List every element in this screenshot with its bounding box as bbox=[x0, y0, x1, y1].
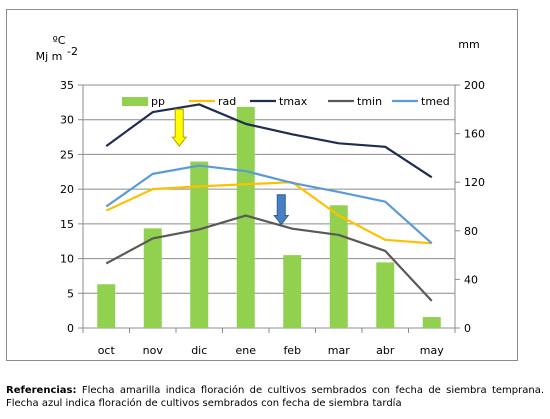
bar-pp bbox=[190, 161, 209, 328]
y-left-tick-label: 10 bbox=[60, 253, 74, 266]
figure-caption: Referencias: Flecha amarilla indica flor… bbox=[6, 384, 544, 410]
y-right-tick-label: 0 bbox=[464, 322, 471, 335]
x-tick-label: abr bbox=[376, 344, 395, 357]
bar-pp bbox=[143, 228, 162, 328]
x-tick-label: dic bbox=[191, 344, 207, 357]
legend-swatch-pp bbox=[122, 97, 148, 106]
y-right-tick-label: 200 bbox=[464, 79, 485, 92]
y-left-tick-label: 20 bbox=[60, 183, 74, 196]
bar-pp bbox=[97, 284, 116, 328]
legend-label-pp: pp bbox=[151, 95, 165, 108]
x-tick-label: may bbox=[420, 344, 444, 357]
line-rad bbox=[105, 181, 432, 245]
bar-pp bbox=[376, 262, 395, 328]
line-tmin bbox=[105, 214, 433, 302]
line-tmed bbox=[105, 164, 433, 245]
bar-pp bbox=[422, 317, 441, 328]
y-left-tick-label: 15 bbox=[60, 218, 74, 231]
yellow-arrow bbox=[171, 108, 188, 147]
bar-pp bbox=[329, 205, 348, 328]
y-right-tick-label: 160 bbox=[464, 128, 485, 141]
x-tick-label: mar bbox=[328, 344, 350, 357]
bar-pp bbox=[283, 255, 302, 328]
legend-label-tmax: tmax bbox=[279, 95, 308, 108]
caption-text: Flecha amarilla indica floración de cult… bbox=[6, 385, 544, 409]
bar-pp bbox=[236, 106, 255, 329]
x-tick-label: feb bbox=[283, 344, 301, 357]
y-left-tick-label: 35 bbox=[60, 79, 74, 92]
chart-frame: 0 5 10 15 20 25 30 35 0 40 80 120 160 200 oct nov dic ene… bbox=[6, 9, 518, 361]
y-left-tick-label: 0 bbox=[67, 322, 74, 335]
y-left-tick-label: 25 bbox=[60, 148, 74, 161]
x-tick-label: ene bbox=[235, 344, 256, 357]
y-left-tick-label: 30 bbox=[60, 114, 74, 127]
legend-label-tmed: tmed bbox=[421, 95, 450, 108]
legend-label-rad: rad bbox=[218, 95, 236, 108]
y-right-tick-label: 80 bbox=[464, 225, 478, 238]
legend-label-tmin: tmin bbox=[357, 95, 382, 108]
y-left-label-line2: Mj m bbox=[36, 50, 63, 63]
y-right-tick-label: 40 bbox=[464, 273, 478, 286]
y-left-label-superscript: -2 bbox=[67, 45, 78, 58]
y-left-label-line1: ºC bbox=[53, 34, 66, 47]
x-tick-label: oct bbox=[98, 344, 116, 357]
caption-bold: Referencias: bbox=[6, 385, 77, 396]
line-tmax bbox=[105, 103, 433, 179]
y-right-tick-label: 120 bbox=[464, 176, 485, 189]
blue-arrow bbox=[273, 194, 290, 226]
climate-chart: 0 5 10 15 20 25 30 35 0 40 80 120 160 200 oct nov dic ene… bbox=[36, 34, 485, 357]
y-left-tick-label: 5 bbox=[67, 287, 74, 300]
y-right-label: mm bbox=[458, 38, 479, 51]
x-tick-label: nov bbox=[143, 344, 164, 357]
